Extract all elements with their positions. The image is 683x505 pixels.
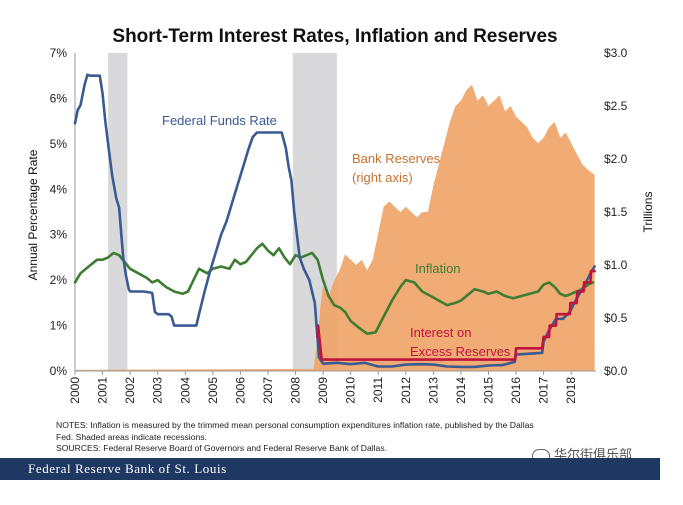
annotation-right-axis: (right axis) <box>352 170 413 185</box>
footer-bar: Federal Reserve Bank of St. Louis <box>0 458 660 480</box>
x-tick-label: 2004 <box>178 377 192 404</box>
x-tick-label: 2013 <box>426 377 440 404</box>
line-layer <box>73 73 596 369</box>
y-tick-label-right: $1.5 <box>604 205 628 219</box>
footer-text: Federal Reserve Bank of St. Louis <box>28 461 227 476</box>
notes-line: Fed. Shaded areas indicate recessions. <box>56 431 207 442</box>
footer-logo-text: Federal Reserve Bank of St. Louis <box>28 461 227 477</box>
notes-line: NOTES: Inflation is measured by the trim… <box>56 420 534 430</box>
y-tick-label-left: 6% <box>50 91 68 105</box>
chart-notes: NOTES: Inflation is measured by the trim… <box>56 420 646 455</box>
series-line-inflation <box>73 242 595 336</box>
x-tick-label: 2016 <box>509 377 523 404</box>
x-tick-label: 2015 <box>481 377 495 404</box>
x-tick-label: 2007 <box>261 377 275 404</box>
y-tick-label-right: $3.0 <box>604 46 628 60</box>
y-tick-label-right: $1.0 <box>604 258 628 272</box>
series-line-interest-on-excess-reserves <box>316 269 596 361</box>
y-tick-label-left: 7% <box>50 46 68 60</box>
y-tick-label-left: 4% <box>50 182 68 196</box>
right-y-axis-ticks: $0.0 $0.5 $1.0 $1.5 $2.0 $2.5 $3.0 <box>604 46 628 378</box>
y-tick-label-left: 1% <box>50 319 68 333</box>
x-tick-label: 2001 <box>96 377 110 404</box>
x-axis-ticks: 2000 2001 2002 2003 2004 2005 2006 2007 2008 2009… <box>68 371 578 404</box>
recession-shading <box>108 53 337 371</box>
x-tick-label: 2011 <box>371 377 385 403</box>
y-tick-label-right: $0.5 <box>604 311 628 325</box>
x-tick-label: 2018 <box>564 377 578 404</box>
recession-band <box>108 53 128 371</box>
annotation-excess-reserves: Excess Reserves <box>410 344 511 359</box>
series-line-federal-funds-rate <box>73 73 596 369</box>
chart-title: Short-Term Interest Rates, Inflation and… <box>112 26 557 47</box>
annotation-inflation: Inflation <box>415 261 461 276</box>
y-tick-label-right: $2.0 <box>604 152 628 166</box>
x-tick-label: 2017 <box>537 377 551 404</box>
y-axis-label-left: Annual Percentage Rate <box>26 149 40 280</box>
y-tick-label-right: $2.5 <box>604 99 628 113</box>
x-tick-label: 2000 <box>68 377 82 404</box>
x-tick-label: 2002 <box>123 377 137 404</box>
y-axis-label-right: Trillions <box>641 192 655 233</box>
y-tick-label-right: $0.0 <box>604 364 628 378</box>
annotation-federal-funds-rate: Federal Funds Rate <box>162 113 277 128</box>
area-layer <box>75 84 595 372</box>
x-tick-label: 2006 <box>233 377 247 404</box>
plot-frame <box>74 53 596 372</box>
y-tick-label-left: 2% <box>50 273 68 287</box>
annotation-bank-reserves: Bank Reserves <box>352 151 441 166</box>
x-tick-label: 2014 <box>454 377 468 404</box>
series-area-bank-reserves <box>75 84 595 372</box>
sources-line: SOURCES: Federal Reserve Board of Govern… <box>56 443 388 454</box>
left-y-axis-ticks: 0% 1% 2% 3% 4% 5% 6% 7% <box>50 46 68 378</box>
x-tick-label: 2005 <box>206 377 220 404</box>
x-tick-label: 2008 <box>289 377 303 404</box>
x-tick-label: 2010 <box>344 377 358 404</box>
y-tick-label-left: 0% <box>50 364 68 378</box>
y-tick-label-left: 5% <box>50 137 68 151</box>
x-tick-label: 2003 <box>151 377 165 404</box>
annotation-interest-on: Interest on <box>410 325 471 340</box>
x-tick-label: 2012 <box>399 377 413 404</box>
x-tick-label: 2009 <box>316 377 330 404</box>
y-tick-label-left: 3% <box>50 228 68 242</box>
